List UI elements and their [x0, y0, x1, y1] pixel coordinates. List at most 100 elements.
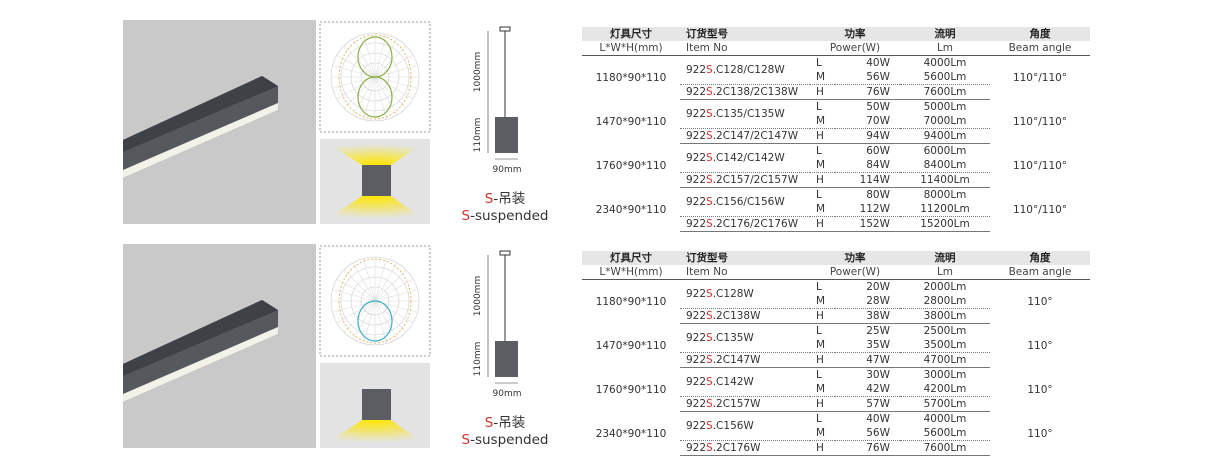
power: 20W — [866, 281, 890, 293]
item-prefix: 922 — [686, 218, 707, 230]
item-prefix: 922 — [686, 442, 707, 454]
polar-lobe — [357, 300, 393, 342]
item-mark: S — [706, 86, 713, 98]
item-mark: S — [706, 420, 713, 432]
item-mark: S — [706, 174, 713, 186]
item-mark: S — [706, 310, 713, 322]
item-prefix: 922 — [686, 152, 707, 164]
size: 1180*90*110 — [595, 295, 667, 308]
header-cell: 功率 — [810, 251, 900, 265]
caption: S-吊装 — [485, 191, 525, 207]
item-model: .C156W — [712, 420, 754, 432]
item-mark: S — [706, 288, 713, 300]
header-cell: Beam angle — [990, 41, 1090, 56]
item-model: .C142W — [712, 376, 754, 388]
light-down — [320, 420, 430, 448]
level: M — [810, 70, 835, 85]
level: L — [816, 57, 822, 69]
beam-angle: 110° — [1027, 427, 1053, 440]
power: 60W — [866, 145, 890, 157]
item-model: .2C138/2C138W — [712, 86, 799, 98]
caption-text: -suspended — [470, 432, 548, 448]
item-no: 922S.2C147/2C147W — [680, 128, 810, 144]
power: 114W — [835, 172, 900, 188]
fixture-diffuser — [123, 103, 278, 178]
spec-row: M 70W 7000Lm — [582, 114, 1090, 129]
item-model: .2C157W — [712, 398, 761, 410]
lumen: 7000Lm — [900, 114, 990, 129]
lumen: 4000Lm — [923, 57, 967, 69]
header-row: 灯具尺寸 订货型号 功率 流明 角度 — [582, 27, 1090, 41]
spec-row: M 42W 4200Lm — [582, 382, 1090, 397]
item-mark: S — [706, 442, 713, 454]
lumen: 5600Lm — [900, 70, 990, 85]
spec-row: 1760*90*110 922S.C142W L 30W 3000Lm 110° — [582, 367, 1090, 397]
header-cell: Power(W) — [810, 265, 900, 280]
header-cell: Item No — [680, 265, 810, 280]
lumen: 7600Lm — [900, 440, 990, 456]
item-no: 922S.2C157W — [680, 396, 810, 412]
item-prefix: 922 — [686, 398, 707, 410]
header-row: L*W*H(mm) Item No Power(W) Lm Beam angle — [582, 41, 1090, 56]
caption: S-suspended — [462, 432, 549, 448]
power: 25W — [866, 325, 890, 337]
level: H — [810, 396, 835, 412]
dim-height: 1000mm — [473, 276, 483, 316]
item-model: .2C176W — [712, 442, 761, 454]
level: H — [810, 352, 835, 368]
item-mark: S — [706, 64, 713, 76]
lumen: 2500Lm — [923, 325, 967, 337]
beam-angle: 110°/110° — [1012, 71, 1068, 84]
item-no: 922S.2C157/2C157W — [680, 172, 810, 188]
header-cell: 订货型号 — [680, 27, 810, 41]
item-no: 922S.C128/C128W — [680, 55, 810, 85]
spec-row: 1180*90*110 922S.C128W L 20W 2000Lm 110° — [582, 279, 1090, 309]
size: 2340*90*110 — [595, 203, 667, 216]
header-cell: 流明 — [900, 251, 990, 265]
power: 40W — [866, 413, 890, 425]
item-no: 922S.C128W — [680, 279, 810, 309]
item-no: 922S.C135/C135W — [680, 99, 810, 129]
header-row: L*W*H(mm) Item No Power(W) Lm Beam angle — [582, 265, 1090, 280]
caption-text: -suspended — [470, 208, 548, 224]
lumen: 2800Lm — [900, 294, 990, 309]
power: 35W — [835, 338, 900, 353]
item-prefix: 922 — [686, 376, 707, 388]
item-no: 922S.C142/C142W — [680, 143, 810, 173]
lumen: 4000Lm — [923, 413, 967, 425]
size: 1180*90*110 — [595, 71, 667, 84]
beam-angle: 110°/110° — [1012, 115, 1068, 128]
level: L — [816, 325, 822, 337]
item-prefix: 922 — [686, 420, 707, 432]
spec-row: 1470*90*110 922S.C135W L 25W 2500Lm 110° — [582, 323, 1090, 353]
item-prefix: 922 — [686, 310, 707, 322]
size: 1470*90*110 — [595, 115, 667, 128]
level: M — [810, 426, 835, 441]
size: 1470*90*110 — [595, 339, 667, 352]
fixture-end — [362, 165, 391, 196]
item-mark: S — [706, 130, 713, 142]
lumen: 8000Lm — [923, 189, 967, 201]
item-no: 922S.C135W — [680, 323, 810, 353]
level: M — [810, 158, 835, 173]
caption-mark: S — [485, 191, 494, 207]
level: H — [810, 172, 835, 188]
header-cell: Item No — [680, 41, 810, 56]
power: 112W — [835, 202, 900, 217]
item-mark: S — [706, 108, 713, 120]
spec-table: 灯具尺寸 订货型号 功率 流明 角度 L*W*H(mm) Item No Power(W) Lm… — [582, 251, 1090, 456]
item-model: .2C147/2C147W — [712, 130, 799, 142]
power: 70W — [835, 114, 900, 129]
beam-angle: 110°/110° — [1012, 203, 1068, 216]
power: 38W — [835, 308, 900, 324]
caption: S-吊装 — [485, 415, 525, 431]
item-model: .2C138W — [712, 310, 761, 322]
level: L — [816, 189, 822, 201]
lumen: 4200Lm — [900, 382, 990, 397]
polar-lobe — [357, 36, 393, 78]
power: 80W — [866, 189, 890, 201]
item-model: .2C147W — [712, 354, 761, 366]
canopy — [499, 26, 511, 32]
level: H — [810, 216, 835, 232]
